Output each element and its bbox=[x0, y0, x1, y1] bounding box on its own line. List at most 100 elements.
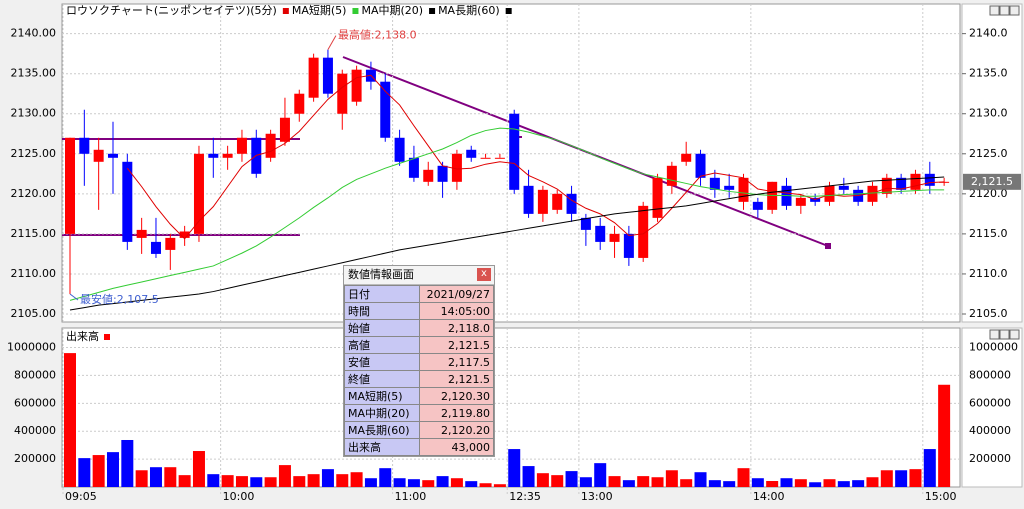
legend-label: MA中期(20) bbox=[361, 4, 423, 17]
volume-bar bbox=[694, 472, 707, 487]
volume-bar bbox=[465, 481, 478, 487]
ma-line bbox=[69, 176, 945, 311]
volume-bar bbox=[164, 467, 177, 487]
volume-bar bbox=[866, 477, 879, 487]
panel-buttons[interactable] bbox=[989, 5, 1020, 340]
data-key: 時間 bbox=[344, 302, 420, 320]
y2-tick-label: 400000 bbox=[969, 424, 1011, 437]
volume-bar bbox=[379, 468, 392, 487]
volume-bar bbox=[594, 463, 607, 487]
y-tick-label: 2140.00 bbox=[11, 27, 57, 40]
y2-tick-label: 2120.0 bbox=[969, 187, 1008, 200]
data-value: 14:05:00 bbox=[419, 302, 494, 320]
y2-tick-label: 2125.0 bbox=[969, 147, 1008, 160]
candle-body bbox=[509, 113, 520, 190]
x-tick-label: 10:00 bbox=[223, 490, 255, 503]
x-tick-label: 15:00 bbox=[925, 490, 957, 503]
candle-body bbox=[537, 189, 548, 214]
data-key: MA長期(60) bbox=[344, 421, 420, 439]
volume-bar bbox=[436, 476, 449, 487]
candle-body bbox=[265, 133, 276, 158]
candle-body bbox=[738, 177, 749, 202]
candle-body bbox=[523, 185, 534, 214]
candle-body bbox=[408, 157, 419, 178]
y2-tick-label: 2135.0 bbox=[969, 67, 1008, 80]
y-tick-label: 200000 bbox=[14, 452, 56, 465]
volume-bar bbox=[149, 467, 162, 487]
legend-label: MA長期(60) bbox=[438, 4, 500, 17]
volume-bar bbox=[293, 476, 306, 487]
data-window[interactable]: 数値情報画面 x 日付 2021/09/27 時間 14:05:00 始値 2,118.0 高… bbox=[343, 265, 495, 457]
y2-tick-label: 800000 bbox=[969, 368, 1011, 381]
volume-bar bbox=[235, 476, 248, 487]
data-key: 日付 bbox=[344, 285, 420, 303]
legend-swatch bbox=[104, 334, 110, 340]
volume-bar bbox=[823, 479, 836, 487]
data-window-title: 数値情報画面 bbox=[348, 268, 414, 281]
candle-body bbox=[423, 169, 434, 182]
candle-body bbox=[666, 165, 677, 186]
data-window-table: 日付 2021/09/27 時間 14:05:00 始値 2,118.0 高値 2,121.5… bbox=[344, 285, 494, 456]
volume-bar bbox=[135, 470, 148, 487]
volume-bar bbox=[938, 384, 951, 487]
data-key: 高値 bbox=[344, 336, 420, 354]
candle-body bbox=[150, 241, 161, 254]
candle-body bbox=[65, 137, 75, 234]
data-value: 2,121.5 bbox=[419, 336, 494, 354]
candle-body bbox=[437, 165, 448, 182]
candle-body bbox=[208, 153, 219, 158]
y-tick-label: 1000000 bbox=[7, 341, 56, 354]
y2-tick-label: 1000000 bbox=[969, 341, 1018, 354]
volume-bar bbox=[522, 466, 535, 487]
data-row: MA中期(20) 2,119.80 bbox=[344, 404, 494, 422]
candle-body bbox=[466, 149, 477, 158]
volume-bar bbox=[264, 477, 277, 487]
data-row: 日付 2021/09/27 bbox=[344, 285, 494, 303]
candle-body bbox=[681, 153, 692, 162]
volume-bar bbox=[221, 475, 234, 487]
data-value: 43,000 bbox=[419, 438, 494, 456]
candle-body bbox=[279, 117, 290, 142]
volume-bar bbox=[780, 478, 793, 487]
y2-tick-label: 2130.0 bbox=[969, 107, 1008, 120]
candle-body bbox=[752, 201, 763, 210]
price-right-axis bbox=[961, 3, 1023, 323]
candle-body bbox=[595, 225, 606, 242]
y-tick-label: 2125.00 bbox=[11, 147, 57, 160]
volume-bar bbox=[837, 481, 850, 487]
volume-bar bbox=[895, 470, 908, 487]
volume-bar bbox=[880, 470, 893, 487]
volume-bar bbox=[680, 479, 693, 487]
close-button[interactable]: x bbox=[477, 268, 491, 281]
volume-bar bbox=[608, 476, 621, 487]
volume-right-axis bbox=[961, 327, 1023, 488]
volume-bar bbox=[307, 474, 320, 487]
legend-swatch bbox=[429, 8, 436, 14]
volume-bar bbox=[536, 473, 549, 487]
candle-body bbox=[695, 153, 706, 178]
x-tick-label: 12:35 bbox=[509, 490, 541, 503]
volume-title: 出来高 bbox=[66, 329, 99, 343]
data-row: 時間 14:05:00 bbox=[344, 302, 494, 320]
annotation-pointer bbox=[69, 293, 79, 301]
candle-body bbox=[709, 177, 720, 190]
ma-line bbox=[126, 74, 945, 240]
volume-bar bbox=[178, 475, 191, 487]
y-tick-label: 2135.00 bbox=[11, 67, 57, 80]
candle-body bbox=[480, 157, 491, 159]
x-tick-label: 09:05 bbox=[65, 490, 97, 503]
volume-bar bbox=[350, 472, 363, 487]
data-row: 出来高 43,000 bbox=[344, 438, 494, 456]
data-key: MA中期(20) bbox=[344, 404, 420, 422]
last-price-box bbox=[963, 173, 1021, 190]
volume-bar bbox=[336, 474, 349, 487]
candle-body bbox=[609, 233, 620, 242]
candle-body bbox=[193, 153, 204, 234]
y-tick-label: 2115.00 bbox=[11, 227, 57, 240]
data-value: 2,117.5 bbox=[419, 353, 494, 371]
volume-bar bbox=[321, 469, 334, 487]
ma-line bbox=[69, 127, 945, 301]
candle-body bbox=[580, 217, 591, 230]
